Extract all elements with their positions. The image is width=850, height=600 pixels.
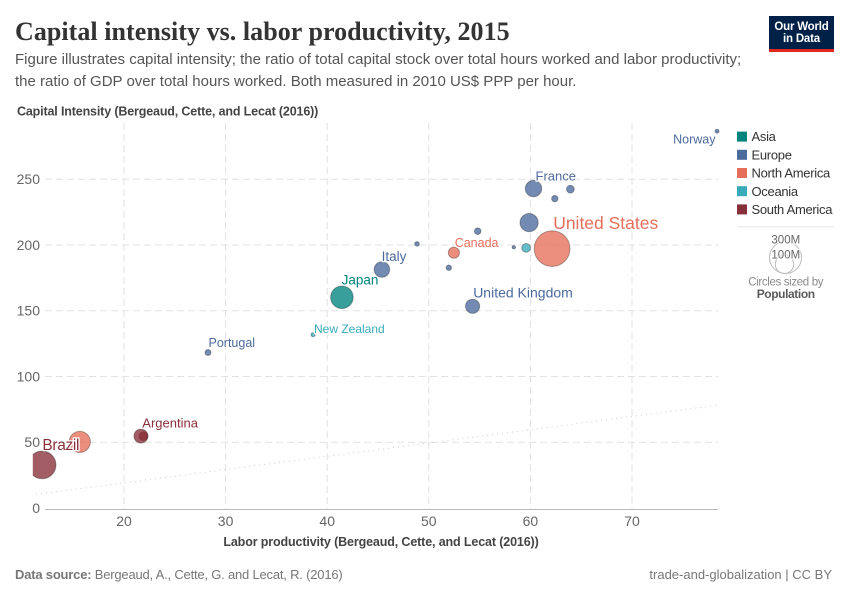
svg-text:Japan: Japan [342,272,379,287]
svg-text:100M: 100M [771,249,800,261]
svg-text:250: 250 [17,171,41,187]
svg-text:Europe: Europe [752,147,792,162]
svg-text:New Zealand: New Zealand [314,322,385,336]
svg-text:Italy: Italy [382,249,407,264]
svg-text:70: 70 [624,513,640,529]
svg-text:150: 150 [17,303,41,319]
svg-text:Argentina: Argentina [142,416,198,431]
svg-text:20: 20 [116,513,132,529]
svg-text:Capital Intensity (Bergeaud, C: Capital Intensity (Bergeaud, Cette, and … [17,105,318,119]
svg-text:300M: 300M [771,235,800,247]
svg-text:France: France [536,169,576,184]
svg-text:50: 50 [24,434,40,450]
svg-text:60: 60 [523,513,539,529]
svg-text:30: 30 [218,513,234,529]
svg-text:0: 0 [32,500,40,516]
svg-text:North America: North America [752,166,832,181]
svg-text:Labor productivity (Bergeaud,: Labor productivity (Bergeaud, Cette, and… [223,535,538,549]
svg-text:United States: United States [553,213,658,233]
svg-text:Population: Population [757,287,815,301]
svg-text:Oceania: Oceania [752,184,799,199]
svg-text:100: 100 [17,369,41,385]
svg-text:Circles sized by: Circles sized by [748,277,824,289]
svg-text:South America: South America [752,202,834,217]
svg-text:Canada: Canada [455,236,499,250]
svg-text:Norway: Norway [673,133,716,147]
svg-text:200: 200 [17,237,41,253]
svg-text:Brazil: Brazil [42,437,79,454]
svg-text:Asia: Asia [752,129,777,144]
svg-text:40: 40 [319,513,335,529]
svg-text:United Kingdom: United Kingdom [473,285,573,301]
svg-text:50: 50 [421,513,437,529]
svg-text:Portugal: Portugal [209,336,256,350]
